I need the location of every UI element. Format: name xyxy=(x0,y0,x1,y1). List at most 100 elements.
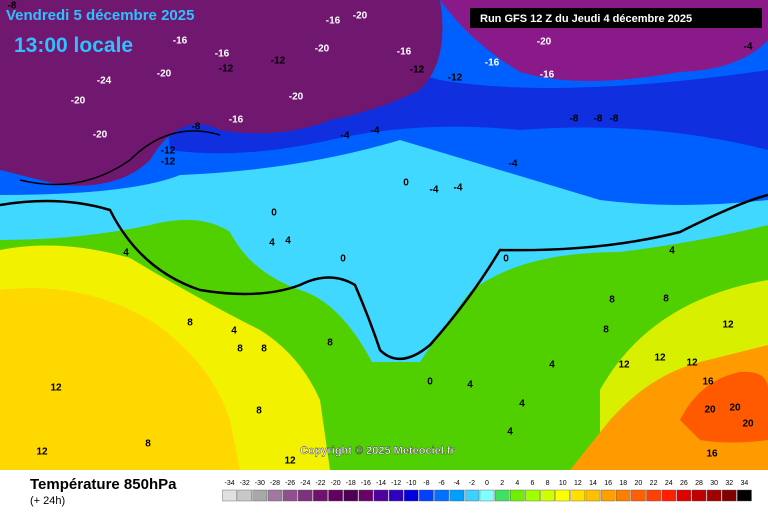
legend-label: -32 xyxy=(240,480,250,487)
isotherm-label: -8 xyxy=(570,114,579,125)
legend-label: 24 xyxy=(665,480,673,487)
isotherm-label: 8 xyxy=(663,294,669,305)
legend-label: 14 xyxy=(589,480,597,487)
variable-title: Température 850hPa xyxy=(30,476,177,493)
legend-swatch xyxy=(222,489,237,502)
legend-label: -20 xyxy=(331,480,341,487)
isotherm-label: 12 xyxy=(284,456,296,467)
warm-area xyxy=(680,371,768,443)
legend-swatch xyxy=(434,489,449,502)
map-labels: -8-20-16-16-20 -16-20-16-12-12-24-20 -12-1… xyxy=(8,1,754,467)
isotherm-label: -16 xyxy=(397,47,412,58)
isotherm-label: 12 xyxy=(36,447,48,458)
isotherm-label: -20 xyxy=(93,130,108,141)
isotherm-label: 8 xyxy=(187,318,193,329)
isotherm-label: 8 xyxy=(145,439,151,450)
legend-swatch xyxy=(525,489,540,502)
legend-swatch xyxy=(494,489,510,502)
legend-swatch xyxy=(706,489,722,502)
isotherm-label: 4 xyxy=(269,238,275,249)
isotherm-label: 4 xyxy=(507,427,513,438)
isotherm-label: -20 xyxy=(537,37,552,48)
legend-label: -16 xyxy=(361,480,371,487)
legend-label: 0 xyxy=(485,480,489,487)
legend-label: 30 xyxy=(710,480,718,487)
zero-isotherm xyxy=(0,193,768,360)
isotherm-label: 4 xyxy=(123,248,129,259)
legend-label: -24 xyxy=(300,480,310,487)
isotherm-label: -12 xyxy=(219,64,234,75)
legend-swatch xyxy=(570,489,586,502)
isotherm-label: -4 xyxy=(341,131,350,142)
legend-label: -2 xyxy=(469,480,475,487)
isotherm-label: -16 xyxy=(173,36,188,47)
isotherm-label: 0 xyxy=(427,377,433,388)
copyright: Copyright © 2025 Meteociel.fr xyxy=(300,445,456,457)
isotherm-label: 8 xyxy=(327,338,333,349)
legend-swatch xyxy=(585,489,601,502)
legend-swatch xyxy=(449,489,464,502)
legend-swatch xyxy=(646,489,661,502)
isotherm-label: 0 xyxy=(403,178,409,189)
isotherm-label: -8 xyxy=(610,114,619,125)
run-info: Run GFS 12 Z du Jeudi 4 décembre 2025 xyxy=(480,13,692,25)
isotherm-label: -20 xyxy=(353,11,368,22)
legend-label: 26 xyxy=(680,480,688,487)
isotherm-label: 12 xyxy=(618,360,630,371)
isotherm-label: -16 xyxy=(540,70,555,81)
isotherm-label: -20 xyxy=(315,44,330,55)
isotherm-label: -4 xyxy=(454,183,463,194)
legend-label: -12 xyxy=(391,480,401,487)
legend-swatch xyxy=(464,489,480,502)
isotherm-label: 4 xyxy=(519,399,525,410)
isotherm-label: 4 xyxy=(285,236,291,247)
legend-swatch xyxy=(722,489,737,502)
legend-label: 8 xyxy=(546,480,550,487)
isotherm-label: 4 xyxy=(669,246,675,257)
isotherm-label: -12 xyxy=(448,73,463,84)
isotherm-label: -20 xyxy=(71,96,86,107)
legend-swatch xyxy=(252,489,268,502)
lead-time: (+ 24h) xyxy=(30,495,65,507)
isotherm-label: 8 xyxy=(603,325,609,336)
legend-label: 10 xyxy=(559,480,567,487)
legend-swatch xyxy=(616,489,631,502)
isotherm-label: 8 xyxy=(609,295,615,306)
isotherm-label: 0 xyxy=(271,208,277,219)
legend-swatch xyxy=(661,489,676,502)
cool-area xyxy=(0,140,768,362)
isotherm-label: -24 xyxy=(97,76,112,87)
legend-swatch xyxy=(313,489,328,502)
isotherm-label: 16 xyxy=(702,377,714,388)
legend-swatch xyxy=(419,489,434,502)
legend-label: -10 xyxy=(406,480,416,487)
legend-label: 32 xyxy=(725,480,733,487)
forecast-date: Vendredi 5 décembre 2025 xyxy=(6,7,194,24)
run-box xyxy=(470,8,762,28)
legend-label: -26 xyxy=(285,480,295,487)
legend-swatch xyxy=(388,489,404,502)
legend-label: 22 xyxy=(650,480,658,487)
isotherm-label: -12 xyxy=(161,157,176,168)
legend-label: -30 xyxy=(255,480,265,487)
isotherm-label: 8 xyxy=(261,344,267,355)
isotherm-label: -4 xyxy=(744,42,753,53)
isotherm-label: 20 xyxy=(742,419,754,430)
legend-swatch xyxy=(737,489,752,502)
legend-swatch xyxy=(373,489,389,502)
isotherm-label: -8 xyxy=(594,114,603,125)
legend-label: 16 xyxy=(604,480,612,487)
isotherm-label: -16 xyxy=(215,49,230,60)
legend-swatch xyxy=(479,489,495,502)
legend-label: 2 xyxy=(500,480,504,487)
legend-label: -34 xyxy=(225,480,235,487)
isotherm-label: -4 xyxy=(430,185,439,196)
isotherm-label: 12 xyxy=(654,353,666,364)
legend-swatch xyxy=(404,489,419,502)
isotherm-label: 16 xyxy=(706,449,718,460)
isotherm-label: 20 xyxy=(729,403,741,414)
isotherm-label: -4 xyxy=(509,159,518,170)
isotherm-label: 12 xyxy=(686,358,698,369)
legend-label: 4 xyxy=(515,480,519,487)
